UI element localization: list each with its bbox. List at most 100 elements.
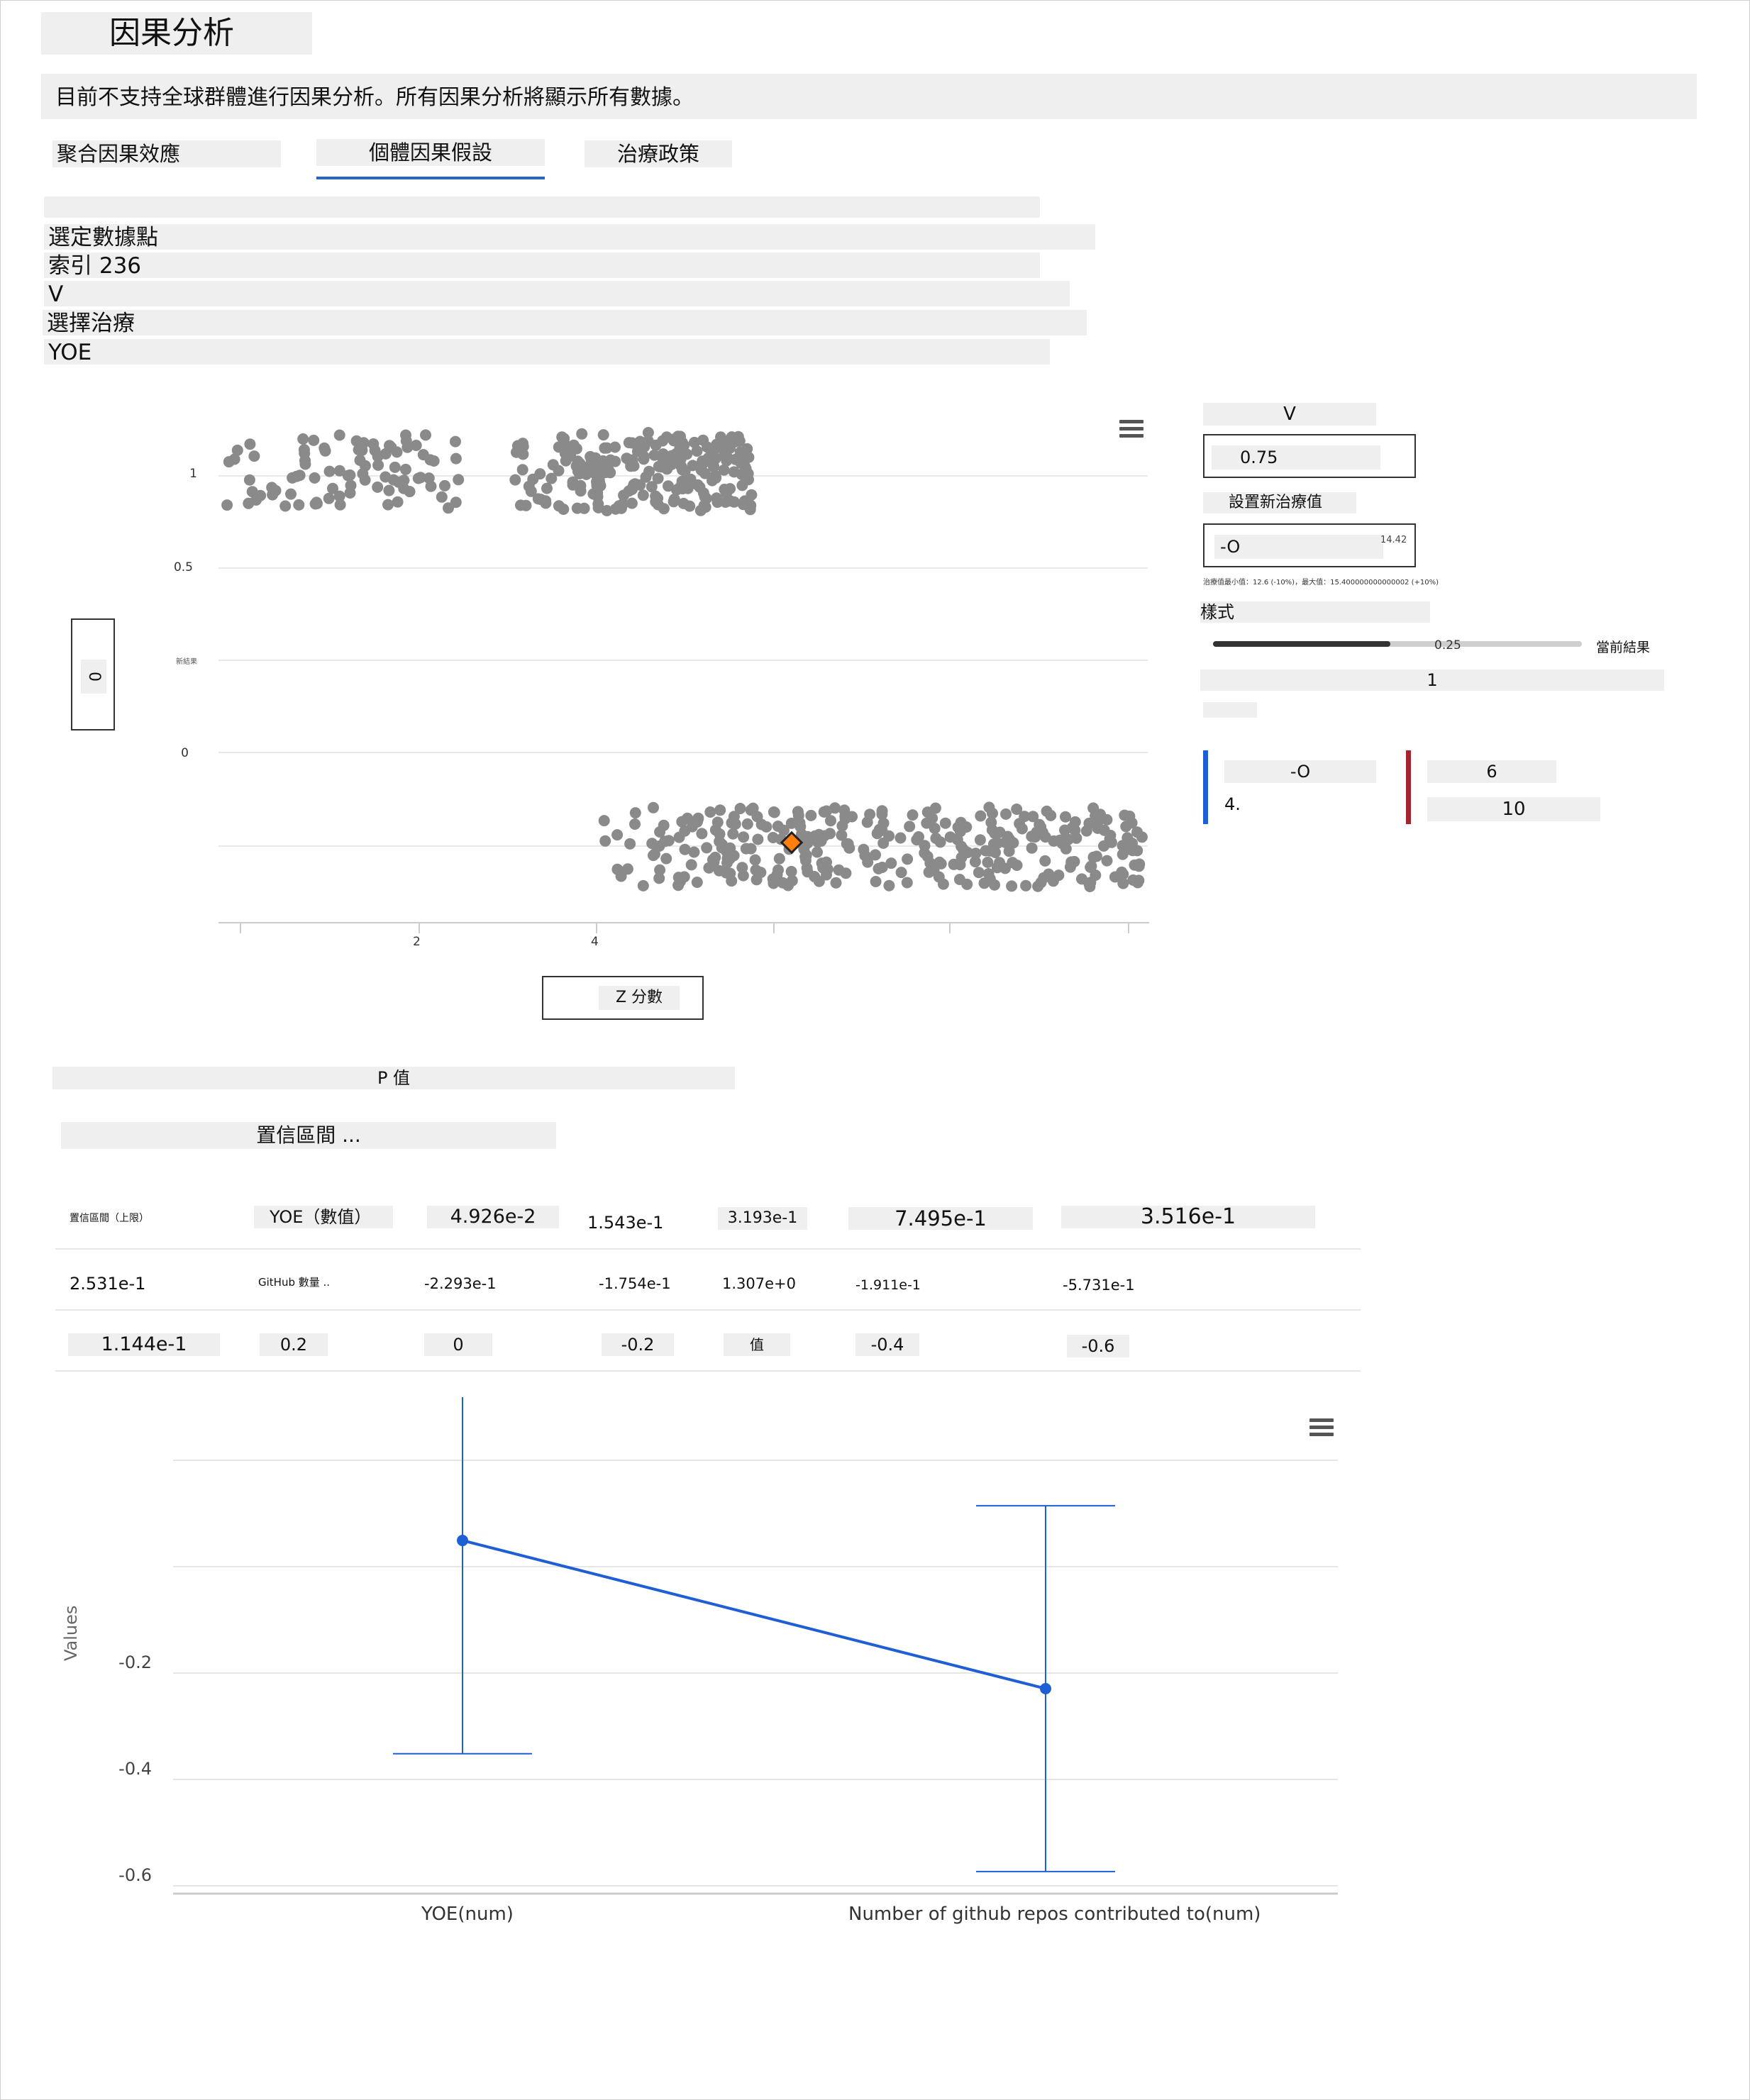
scatter-point[interactable]: [592, 466, 604, 478]
index-dropdown[interactable]: 索引 236: [44, 252, 1040, 279]
scatter-point[interactable]: [678, 439, 690, 451]
scatter-point[interactable]: [333, 465, 345, 477]
scatter-point[interactable]: [428, 455, 440, 467]
scatter-point[interactable]: [734, 803, 746, 814]
scatter-point[interactable]: [333, 490, 345, 502]
scatter-point[interactable]: [618, 489, 630, 501]
scatter-point[interactable]: [293, 499, 305, 511]
scatter-point[interactable]: [609, 455, 621, 467]
scatter-point[interactable]: [574, 457, 586, 470]
scatter-point[interactable]: [1020, 879, 1032, 891]
scatter-point[interactable]: [615, 870, 627, 882]
scatter-point[interactable]: [692, 813, 704, 826]
scatter-point[interactable]: [410, 440, 422, 451]
scatter-point[interactable]: [969, 856, 981, 867]
scatter-point[interactable]: [907, 809, 919, 821]
scatter-point[interactable]: [895, 867, 907, 879]
scatter-point[interactable]: [681, 448, 693, 460]
scatter-point[interactable]: [692, 479, 704, 491]
scatter-point[interactable]: [830, 877, 842, 889]
scatter-point[interactable]: [785, 865, 797, 877]
scatter-point[interactable]: [934, 836, 946, 848]
scatter-point[interactable]: [701, 842, 713, 854]
scatter-point[interactable]: [819, 864, 831, 876]
scatter-point[interactable]: [1068, 855, 1080, 867]
scatter-point[interactable]: [573, 468, 585, 479]
scatter-point[interactable]: [767, 832, 779, 843]
scatter-point[interactable]: [668, 496, 680, 508]
scatter-point[interactable]: [699, 491, 711, 503]
scatter-point[interactable]: [399, 463, 411, 475]
scatter-point[interactable]: [356, 444, 368, 456]
scatter-point[interactable]: [727, 828, 739, 840]
scatter-point[interactable]: [939, 817, 951, 829]
style-slider-track[interactable]: [1213, 641, 1582, 647]
scatter-point[interactable]: [719, 435, 731, 448]
scatter-point[interactable]: [248, 450, 260, 462]
scatter-point[interactable]: [747, 802, 759, 814]
scatter-point[interactable]: [392, 496, 404, 508]
scatter-point[interactable]: [523, 480, 535, 492]
scatter-point[interactable]: [729, 818, 741, 830]
scatter-point[interactable]: [825, 815, 836, 827]
scatter-point[interactable]: [768, 877, 780, 889]
scatter-point[interactable]: [911, 834, 923, 846]
scatter-point[interactable]: [876, 862, 888, 873]
scatter-point[interactable]: [323, 465, 336, 477]
scatter-point[interactable]: [953, 874, 965, 885]
scatter-point[interactable]: [816, 833, 828, 845]
scatter-point[interactable]: [648, 848, 660, 860]
tab-individual-what-if[interactable]: 個體因果假設: [316, 139, 545, 166]
scatter-point[interactable]: [1117, 877, 1129, 889]
hamburger-menu-icon[interactable]: [1119, 420, 1143, 441]
scatter-point[interactable]: [772, 821, 784, 832]
style-slider-value[interactable]: 0.25: [1434, 638, 1461, 652]
scatter-point[interactable]: [515, 499, 526, 511]
scatter-point[interactable]: [956, 852, 968, 864]
scatter-point[interactable]: [839, 811, 851, 823]
scatter-point[interactable]: [721, 451, 733, 463]
scatter-point[interactable]: [1126, 845, 1139, 857]
scatter-point[interactable]: [738, 831, 750, 843]
scatter-point[interactable]: [541, 482, 553, 494]
scatter-point[interactable]: [453, 474, 465, 486]
scatter-point[interactable]: [231, 444, 243, 456]
scatter-point[interactable]: [655, 461, 668, 473]
scatter-point[interactable]: [637, 489, 649, 501]
scatter-point[interactable]: [1069, 816, 1081, 828]
scatter-point[interactable]: [687, 460, 699, 472]
scatter-point[interactable]: [516, 464, 528, 476]
scatter-point[interactable]: [1027, 811, 1039, 823]
scatter-point[interactable]: [948, 858, 960, 870]
scatter-point[interactable]: [676, 816, 688, 828]
scatter-point[interactable]: [372, 481, 384, 493]
scatter-point[interactable]: [1039, 855, 1051, 867]
scatter-point[interactable]: [873, 823, 885, 835]
scatter-point[interactable]: [613, 500, 625, 512]
scatter-point[interactable]: [870, 876, 882, 887]
scatter-point[interactable]: [436, 491, 448, 503]
scatter-point[interactable]: [1014, 818, 1026, 830]
scatter-point[interactable]: [646, 481, 658, 493]
scatter-point[interactable]: [768, 806, 780, 818]
scatter-point[interactable]: [973, 867, 985, 879]
scatter-point[interactable]: [987, 807, 998, 819]
scatter-point[interactable]: [626, 484, 638, 495]
scatter-point[interactable]: [688, 436, 700, 448]
scatter-point[interactable]: [974, 834, 986, 846]
scatter-point[interactable]: [670, 455, 682, 467]
scatter-point[interactable]: [677, 483, 689, 495]
scatter-point[interactable]: [741, 443, 753, 455]
scatter-point[interactable]: [1053, 870, 1065, 882]
scatter-point[interactable]: [540, 497, 552, 509]
scatter-point[interactable]: [1101, 813, 1113, 826]
scatter-point[interactable]: [749, 854, 761, 866]
scatter-point[interactable]: [344, 487, 356, 499]
scatter-point[interactable]: [677, 497, 690, 509]
new-treatment-input[interactable]: -O 14.42: [1203, 523, 1416, 567]
scatter-point[interactable]: [862, 856, 874, 868]
scatter-point[interactable]: [243, 474, 255, 486]
scatter-point[interactable]: [621, 863, 633, 875]
scatter-point[interactable]: [553, 465, 565, 477]
scatter-point[interactable]: [309, 472, 321, 484]
